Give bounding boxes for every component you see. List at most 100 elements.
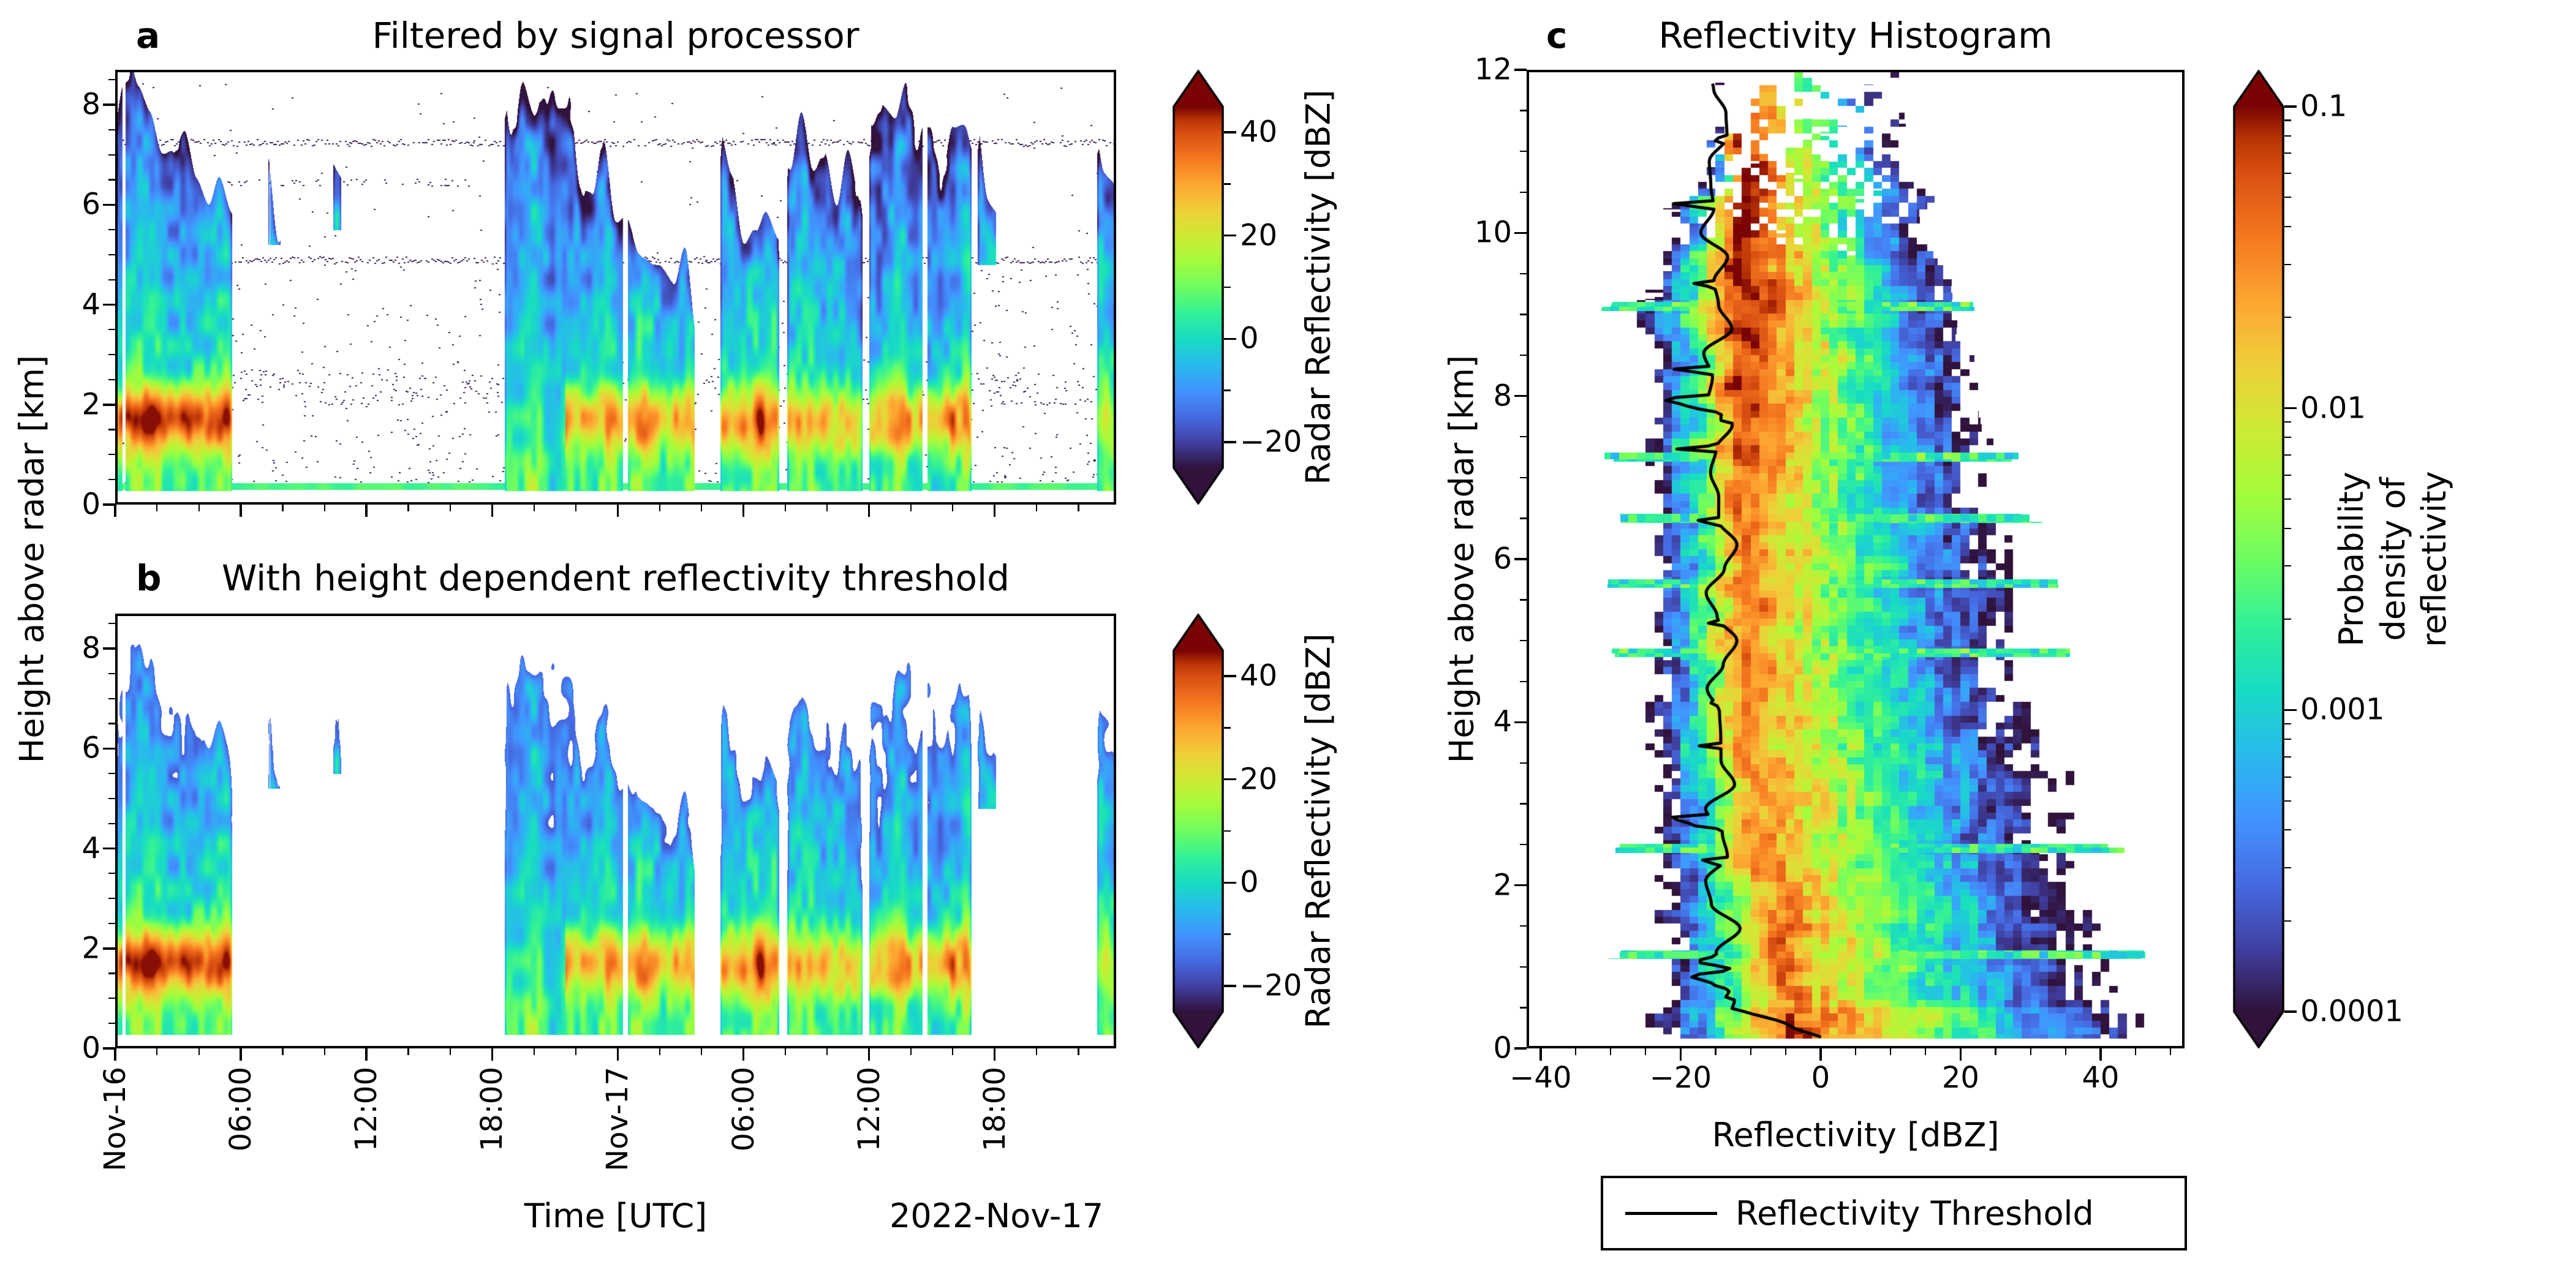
tick-mark <box>2284 527 2291 529</box>
tick-mark <box>1224 337 1236 340</box>
tick-mark <box>910 1048 912 1055</box>
panel-c-histogram-canvas <box>1527 70 2185 1048</box>
tick-mark <box>1925 1048 1927 1055</box>
y-tick-label: 6 <box>1493 541 1512 576</box>
colorbar-b-label: Radar Reflectivity [dBZ] <box>1299 633 1338 1029</box>
colorbar-tick-label: 40 <box>1240 658 1278 693</box>
date-annotation: 2022-Nov-17 <box>890 1197 1104 1235</box>
tick-mark <box>108 873 115 874</box>
tick-mark <box>108 723 115 724</box>
tick-mark <box>1854 1048 1857 1055</box>
tick-mark <box>103 503 115 506</box>
tick-mark <box>2284 618 2291 620</box>
tick-mark <box>323 1048 325 1055</box>
x-tick-label: 12:00 <box>852 1067 886 1152</box>
tick-mark <box>1224 881 1236 884</box>
tick-mark <box>114 505 116 517</box>
tick-mark <box>1224 183 1231 185</box>
tick-mark <box>108 179 115 181</box>
colorbar-tick-label: 0 <box>1240 321 1259 356</box>
tick-mark <box>952 505 954 511</box>
tick-mark <box>2284 474 2291 476</box>
tick-mark <box>826 1048 828 1055</box>
colorbar-c <box>2233 70 2284 1048</box>
tick-mark <box>103 103 115 106</box>
tick-mark <box>2284 776 2291 778</box>
tick-mark <box>2284 829 2291 831</box>
tick-mark <box>1224 933 1231 935</box>
tick-mark <box>1715 1048 1717 1055</box>
tick-mark <box>2284 756 2291 758</box>
colorbar-tick-label: 40 <box>1240 115 1278 149</box>
tick-mark <box>156 1048 158 1055</box>
tick-mark <box>108 998 115 999</box>
panel-a-tag: a <box>136 15 161 56</box>
tick-mark <box>1224 286 1231 288</box>
tick-mark <box>952 1048 954 1055</box>
tick-mark <box>108 623 115 625</box>
tick-mark <box>1520 476 1527 478</box>
tick-mark <box>282 1048 284 1055</box>
y-axis-label-left: Height above radar [km] <box>12 355 51 764</box>
tick-mark <box>103 847 115 850</box>
legend-label: Reflectivity Threshold <box>1736 1194 2094 1233</box>
tick-mark <box>1610 1048 1612 1055</box>
tick-mark <box>533 505 535 511</box>
tick-mark <box>1078 505 1079 511</box>
tick-mark <box>659 1048 660 1055</box>
tick-mark <box>1514 721 1527 724</box>
y-tick-label: 10 <box>1474 215 1512 250</box>
tick-mark <box>108 279 115 280</box>
y-tick-label: 6 <box>81 187 100 222</box>
tick-mark <box>365 1048 368 1061</box>
x-tick-label: 18:00 <box>977 1067 1012 1152</box>
tick-mark <box>103 647 115 650</box>
tick-mark <box>1520 640 1527 642</box>
x-tick-label: 0 <box>1811 1061 1830 1095</box>
colorbar-tick-label: 20 <box>1240 762 1278 797</box>
y-axis-label-histogram: Height above radar [km] <box>1442 355 1481 764</box>
tick-mark <box>1520 273 1527 274</box>
x-tick-label: 06:00 <box>726 1067 761 1152</box>
tick-mark <box>2284 407 2297 410</box>
x-tick-label: −20 <box>1649 1061 1712 1095</box>
tick-mark <box>659 505 660 511</box>
tick-mark <box>2064 1048 2066 1055</box>
tick-mark <box>1224 675 1236 677</box>
tick-mark <box>108 797 115 800</box>
tick-mark <box>1520 843 1527 846</box>
tick-mark <box>407 505 409 511</box>
y-tick-label: 12 <box>1474 52 1512 87</box>
tick-mark <box>2284 197 2291 198</box>
tick-mark <box>1520 354 1527 356</box>
colorbar-a <box>1173 70 1224 505</box>
tick-mark <box>616 1048 619 1061</box>
x-axis-label-histogram: Reflectivity [dBZ] <box>1712 1116 2000 1154</box>
y-tick-label: 8 <box>1493 378 1512 413</box>
y-tick-label: 0 <box>1493 1031 1512 1066</box>
tick-mark <box>2284 454 2291 456</box>
tick-mark <box>108 154 115 156</box>
tick-mark <box>701 1048 703 1055</box>
colorbar-tick-label: 0.1 <box>2300 89 2347 124</box>
tick-mark <box>2284 173 2291 175</box>
tick-mark <box>2284 1010 2297 1013</box>
y-tick-label: 2 <box>81 387 100 422</box>
tick-mark <box>784 1048 786 1055</box>
panel-a-heatmap-canvas <box>115 70 1116 505</box>
tick-mark <box>2284 565 2291 567</box>
tick-mark <box>108 329 115 331</box>
tick-mark <box>198 505 200 511</box>
tick-mark <box>2284 920 2291 922</box>
tick-mark <box>2284 498 2291 500</box>
tick-mark <box>108 698 115 699</box>
tick-mark <box>114 1048 116 1061</box>
tick-mark <box>108 773 115 775</box>
colorbar-tick-label: 0.01 <box>2300 391 2366 426</box>
tick-mark <box>103 947 115 950</box>
tick-mark <box>449 1048 451 1055</box>
tick-mark <box>910 505 912 511</box>
tick-mark <box>282 505 284 511</box>
tick-mark <box>108 822 115 824</box>
